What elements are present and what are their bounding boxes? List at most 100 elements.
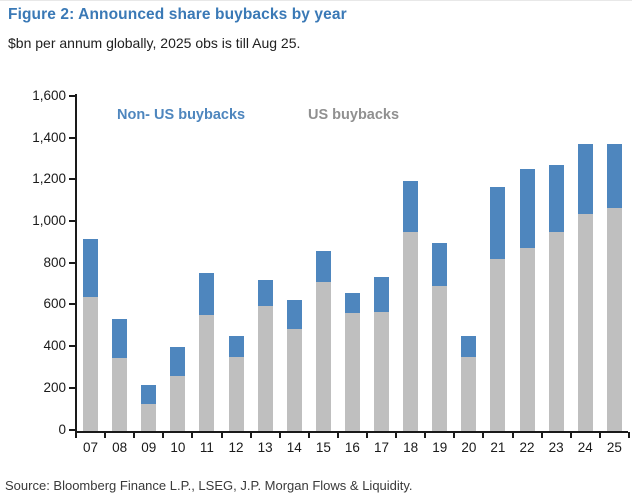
bar-us-11	[199, 315, 215, 431]
y-tick-800	[69, 261, 76, 264]
legend-non-us-buybacks: Non- US buybacks	[117, 107, 246, 123]
bar-us-14	[286, 328, 302, 431]
x-tick-15	[511, 432, 514, 438]
x-tick-label-24: 24	[577, 440, 593, 455]
bar-non-us-10	[170, 346, 186, 376]
bar-non-us-13	[257, 279, 273, 306]
bar-non-us-07	[83, 239, 99, 297]
x-tick-3	[162, 432, 165, 438]
figure-subtitle: $bn per annum globally, 2025 obs is till…	[8, 35, 301, 51]
x-tick-label-10: 10	[170, 440, 186, 455]
bar-us-18	[403, 231, 419, 431]
x-tick-label-12: 12	[228, 440, 244, 455]
bar-us-12	[228, 356, 244, 431]
y-tick-label-0: 0	[58, 421, 66, 437]
bar-us-24	[577, 214, 593, 431]
bar-us-23	[548, 231, 564, 431]
y-tick-label-400: 400	[43, 338, 66, 354]
bar-non-us-24	[577, 144, 593, 215]
x-tick-label-16: 16	[344, 440, 360, 455]
x-tick-label-15: 15	[315, 440, 331, 455]
y-tick-1000	[69, 220, 76, 222]
x-tick-label-21: 21	[490, 440, 506, 455]
x-tick-label-19: 19	[432, 440, 448, 455]
x-tick-10	[366, 432, 368, 438]
bar-us-19	[432, 286, 448, 431]
x-tick-11	[395, 432, 398, 438]
x-tick-16	[540, 432, 543, 438]
y-tick-label-1400: 1,400	[32, 129, 66, 145]
y-tick-label-1600: 1,600	[32, 87, 66, 103]
y-tick-1200	[69, 178, 76, 181]
bar-non-us-22	[519, 169, 535, 248]
x-tick-19	[627, 432, 630, 438]
x-tick-4	[191, 432, 194, 438]
bar-non-us-19	[432, 243, 448, 287]
source-note: Source: Bloomberg Finance L.P., LSEG, J.…	[5, 478, 413, 493]
x-tick-1	[104, 432, 107, 438]
x-tick-8	[307, 432, 310, 438]
x-tick-5	[220, 432, 223, 438]
bar-non-us-23	[548, 165, 564, 232]
x-tick-17	[569, 432, 572, 438]
y-tick-1400	[69, 136, 76, 139]
bar-us-25	[606, 207, 622, 431]
y-tick-label-800: 800	[43, 254, 66, 270]
x-tick-14	[482, 432, 485, 438]
y-tick-600	[69, 303, 76, 306]
x-tick-9	[336, 432, 339, 438]
bar-non-us-12	[228, 336, 244, 357]
x-tick-18	[598, 432, 601, 438]
bar-non-us-08	[112, 319, 128, 358]
y-tick-0	[69, 428, 76, 431]
y-tick-label-600: 600	[43, 296, 66, 312]
y-tick-1600	[69, 94, 76, 97]
bar-non-us-09	[141, 385, 157, 404]
y-tick-label-1200: 1,200	[32, 171, 66, 187]
x-tick-label-20: 20	[461, 440, 477, 455]
bar-non-us-20	[461, 336, 477, 357]
bar-non-us-17	[374, 276, 390, 313]
bar-us-15	[315, 281, 331, 431]
x-tick-label-23: 23	[548, 440, 564, 455]
x-tick-0	[75, 432, 77, 438]
x-tick-label-11: 11	[199, 440, 214, 455]
x-tick-label-22: 22	[519, 440, 535, 455]
bar-non-us-18	[403, 180, 419, 232]
x-tick-label-18: 18	[403, 440, 419, 455]
figure-title: Figure 2: Announced share buybacks by ye…	[8, 6, 347, 23]
bar-us-22	[519, 247, 535, 431]
bar-non-us-15	[315, 250, 331, 282]
bar-us-08	[112, 358, 128, 431]
x-tick-6	[249, 432, 252, 438]
x-tick-label-25: 25	[606, 440, 622, 455]
bar-non-us-14	[286, 299, 302, 329]
y-tick-label-1000: 1,000	[32, 213, 66, 228]
bar-non-us-25	[606, 144, 622, 208]
y-tick-400	[69, 345, 76, 348]
x-tick-label-14: 14	[286, 440, 302, 455]
bar-non-us-16	[344, 293, 360, 314]
bar-non-us-11	[199, 272, 215, 316]
x-tick-label-07: 07	[83, 440, 99, 455]
y-tick-200	[69, 386, 76, 389]
bar-non-us-21	[490, 187, 506, 259]
x-tick-label-09: 09	[141, 440, 157, 455]
x-axis-line	[75, 431, 628, 433]
y-tick-label-200: 200	[43, 379, 66, 395]
x-tick-12	[424, 432, 427, 438]
bar-us-07	[83, 296, 99, 431]
y-axis-line	[75, 94, 77, 432]
legend-us-buybacks: US buybacks	[308, 107, 400, 123]
bar-us-21	[490, 258, 506, 431]
bar-us-16	[344, 313, 360, 431]
bar-us-10	[170, 375, 186, 431]
x-tick-7	[278, 432, 281, 438]
x-tick-label-17: 17	[374, 440, 390, 455]
x-tick-label-08: 08	[112, 440, 128, 455]
x-tick-13	[453, 432, 456, 438]
x-tick-label-13: 13	[257, 440, 273, 455]
bar-us-13	[257, 305, 273, 431]
x-tick-2	[133, 432, 136, 438]
